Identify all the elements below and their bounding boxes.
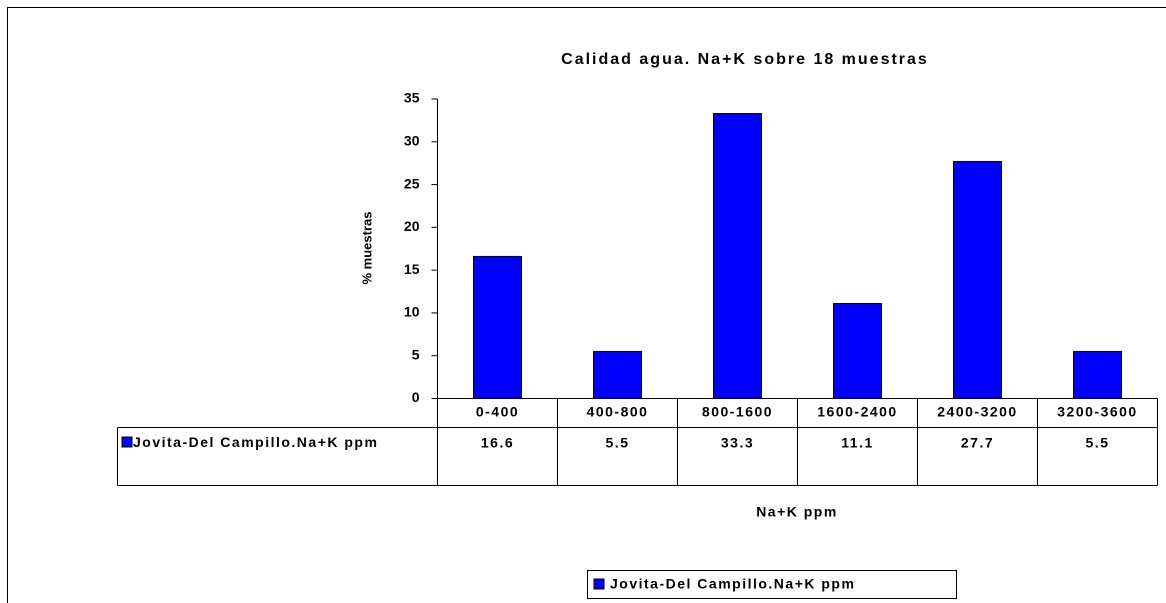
- x-tick-label: 0-400: [476, 404, 519, 420]
- y-tick-label: 30: [404, 132, 420, 148]
- y-tick-label: 15: [404, 261, 420, 277]
- y-tick-label: 0: [412, 389, 420, 405]
- x-tick-label: 400-800: [587, 404, 649, 420]
- x-axis-label: Na+K ppm: [756, 504, 838, 520]
- chart-title: Calidad agua. Na+K sobre 18 muestras: [561, 51, 929, 68]
- data-label: 33.3: [721, 435, 754, 451]
- x-tick-label: 1600-2400: [817, 404, 897, 420]
- x-tick-label: 800-1600: [702, 404, 773, 420]
- bar: [953, 160, 1002, 399]
- y-tick-label: 10: [404, 304, 420, 320]
- data-label: 5.5: [606, 435, 630, 451]
- y-tick-label: 35: [404, 90, 420, 106]
- y-axis-label: % muestras: [359, 212, 374, 285]
- table-series-cell: Jovita-Del Campillo.Na+K ppm: [133, 434, 379, 450]
- bar: [833, 303, 882, 399]
- data-label: 5.5: [1086, 435, 1110, 451]
- table-legend-swatch: [121, 436, 133, 448]
- bar: [713, 113, 762, 399]
- legend-swatch: [593, 578, 605, 590]
- y-tick-label: 5: [412, 346, 420, 362]
- bar: [593, 350, 642, 399]
- bar: [473, 255, 522, 399]
- data-label: 16.6: [481, 435, 514, 451]
- legend-box: [587, 570, 957, 599]
- legend-label: Jovita-Del Campillo.Na+K ppm: [610, 576, 855, 592]
- y-tick-label: 25: [404, 175, 420, 191]
- data-label: 11.1: [841, 435, 873, 451]
- x-tick-label: 3200-3600: [1057, 404, 1137, 420]
- data-label: 27.7: [961, 435, 994, 451]
- table-series-name: Jovita-Del Campillo.Na+K ppm: [133, 434, 379, 450]
- bar: [1073, 350, 1122, 399]
- x-tick-label: 2400-3200: [937, 404, 1017, 420]
- y-tick-label: 20: [404, 218, 420, 234]
